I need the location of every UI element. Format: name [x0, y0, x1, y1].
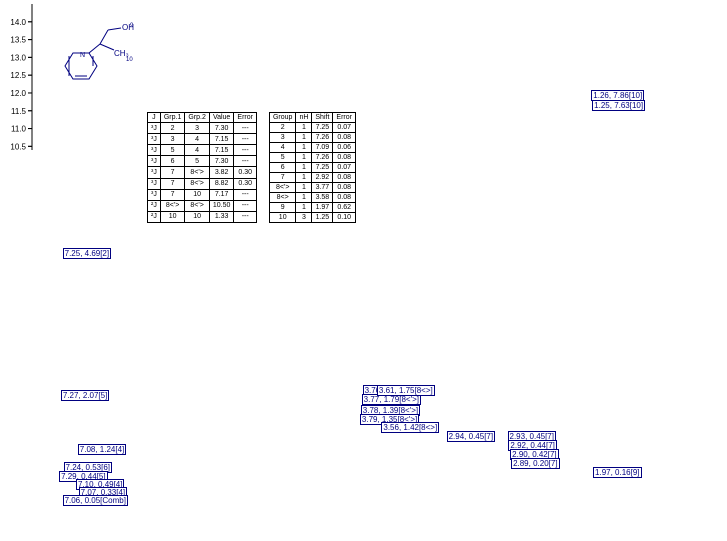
svg-text:11.5: 11.5 [11, 107, 27, 116]
svg-text:12.0: 12.0 [10, 89, 26, 98]
svg-text:13.5: 13.5 [10, 36, 26, 45]
table-row: 8<>13.580.08 [269, 193, 355, 203]
table-row: ³J78<'>3.820.30 [148, 167, 257, 178]
table-row: ³J78<'>8.820.30 [148, 178, 257, 189]
table-row: ³J347.15--- [148, 134, 257, 145]
table-header: Error [234, 113, 257, 123]
table-row: 217.250.07 [269, 123, 355, 133]
table-row: ³J7107.17--- [148, 189, 257, 200]
peak-label: 7.06, 0.05[Comb] [63, 495, 128, 506]
table-row: 517.260.08 [269, 153, 355, 163]
table-header: Group [269, 113, 295, 123]
svg-text:10: 10 [126, 57, 133, 63]
data-tables: JGrp.1Grp.2ValueError ³J237.30---³J347.1… [147, 112, 356, 223]
table-row: 617.250.07 [269, 163, 355, 173]
peak-label: 7.08, 1.24[4] [78, 444, 126, 455]
peak-label: 3.61, 1.75[8<>] [377, 385, 435, 396]
molecule-structure: OH 9 CH₃ 10 N [58, 18, 158, 88]
table-row: 911.970.62 [269, 203, 355, 213]
peak-label: 7.27, 2.07[5] [61, 390, 109, 401]
j-coupling-table: JGrp.1Grp.2ValueError ³J237.30---³J347.1… [147, 112, 257, 223]
table-header: Error [333, 113, 356, 123]
table-row: 8<'>13.770.08 [269, 183, 355, 193]
table-header: Value [209, 113, 234, 123]
peak-label: 1.25, 7.63[10] [592, 100, 645, 111]
svg-text:N: N [80, 52, 85, 59]
table-header: Shift [312, 113, 333, 123]
table-row: 317.260.08 [269, 133, 355, 143]
table-row: 1031.250.10 [269, 213, 355, 223]
svg-text:13.0: 13.0 [10, 53, 26, 62]
table-row: ³J237.30--- [148, 123, 257, 134]
svg-text:11.0: 11.0 [11, 125, 27, 134]
table-row: ³J547.15--- [148, 145, 257, 156]
table-row: 417.090.06 [269, 143, 355, 153]
peak-label: 1.97, 0.16[9] [593, 467, 641, 478]
table-row: ²J8<'>8<'>10.50--- [148, 200, 257, 211]
peak-label: 2.94, 0.45[7] [447, 431, 495, 442]
peak-label: 2.89, 0.20[7] [511, 458, 559, 469]
peak-label: 1.26, 7.86[10] [591, 90, 644, 101]
table-row: 712.920.08 [269, 173, 355, 183]
svg-text:10.5: 10.5 [10, 142, 26, 150]
table-header: nH [296, 113, 312, 123]
shift-table: GroupnHShiftError 217.250.07317.260.0841… [269, 112, 356, 223]
peak-label: 3.56, 1.42[8<>] [381, 422, 439, 433]
table-header: J [148, 113, 161, 123]
svg-text:14.0: 14.0 [10, 18, 26, 27]
svg-text:12.5: 12.5 [10, 71, 26, 80]
table-header: Grp.1 [160, 113, 185, 123]
table-row: ²J10101.33--- [148, 211, 257, 222]
table-header: Grp.2 [185, 113, 210, 123]
table-row: ³J657.30--- [148, 156, 257, 167]
peak-label: 7.25, 4.69[2] [63, 248, 111, 259]
